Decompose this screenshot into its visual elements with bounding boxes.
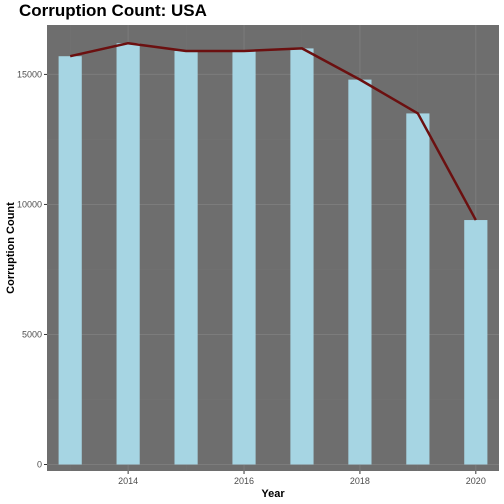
bar <box>406 113 430 465</box>
bar <box>232 51 256 465</box>
bar <box>174 51 198 465</box>
x-axis-title: Year <box>261 488 285 500</box>
chart-title: Corruption Count: USA <box>19 1 207 20</box>
axis-ticks: 2014 2016 2018 2020 0 5000 10000 15000 <box>17 69 486 486</box>
trend-line <box>69 41 477 221</box>
plot-panel <box>47 25 499 471</box>
trend-line-group <box>69 41 477 221</box>
bar <box>58 56 82 465</box>
x-tick-label: 2018 <box>350 476 370 486</box>
bar <box>348 79 372 465</box>
bar <box>116 43 140 465</box>
x-tick-label: 2014 <box>118 476 138 486</box>
y-axis-title: Corruption Count <box>5 202 17 294</box>
bar <box>464 220 488 465</box>
y-tick-label: 0 <box>37 459 42 469</box>
y-tick-label: 5000 <box>22 329 42 339</box>
bars <box>58 43 488 465</box>
y-tick-label: 15000 <box>17 69 42 79</box>
y-tick-label: 10000 <box>17 199 42 209</box>
x-tick-label: 2020 <box>466 476 486 486</box>
x-tick-label: 2016 <box>234 476 254 486</box>
bar <box>290 48 314 465</box>
